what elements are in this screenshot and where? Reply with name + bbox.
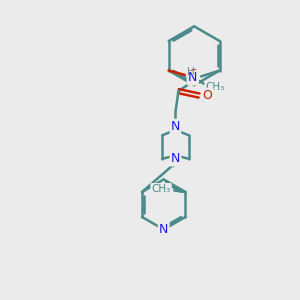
- Text: N: N: [171, 152, 180, 165]
- Text: O: O: [202, 89, 212, 102]
- Text: O: O: [188, 68, 198, 81]
- Text: CH₃: CH₃: [206, 82, 225, 92]
- Text: H: H: [187, 67, 195, 77]
- Text: CH₃: CH₃: [152, 184, 171, 194]
- Text: N: N: [171, 120, 180, 133]
- Text: N: N: [159, 223, 168, 236]
- Text: N: N: [188, 71, 198, 84]
